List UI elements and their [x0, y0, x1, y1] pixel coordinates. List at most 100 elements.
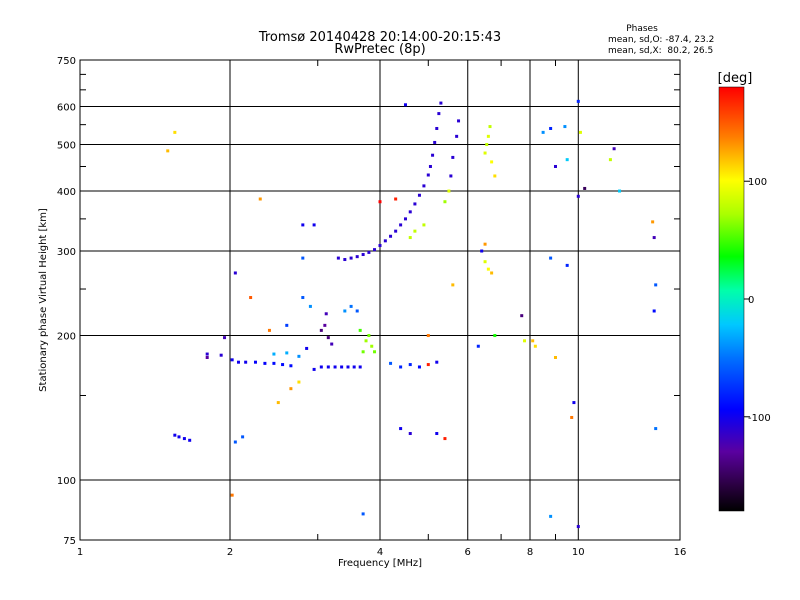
data-point [457, 119, 461, 123]
data-point [451, 283, 455, 287]
data-point [330, 342, 334, 346]
data-point [422, 223, 426, 227]
data-point [361, 512, 365, 516]
data-point [403, 103, 407, 107]
data-point [439, 101, 443, 105]
data-point [565, 158, 569, 162]
data-point [276, 401, 280, 405]
colorbar: [deg] 100 0 -100 [718, 71, 771, 512]
data-point [570, 415, 574, 419]
colorbar-gradient [718, 86, 745, 512]
data-point [553, 164, 557, 168]
data-point [373, 350, 377, 354]
data-point [333, 365, 337, 369]
data-point [267, 328, 271, 332]
data-point [435, 126, 439, 130]
data-point [408, 210, 412, 214]
colorbar-ticks: 100 0 -100 [744, 177, 771, 424]
data-point [408, 363, 412, 367]
colorbar-tick-label: 100 [748, 177, 767, 188]
y-tick-label: 75 [63, 536, 76, 547]
y-tick-label: 500 [57, 141, 76, 152]
data-point [431, 153, 435, 157]
data-point [370, 344, 374, 348]
data-point [576, 194, 580, 198]
phases-mean-x: mean, sd,X: 80.2, 26.5 [608, 46, 713, 56]
x-tick-label: 6 [465, 547, 471, 558]
plot-area: 1 2 4 6 8 10 16 75 100 200 300 400 500 600 750 [57, 56, 686, 558]
data-point [394, 197, 398, 201]
data-point [451, 155, 455, 159]
data-point [549, 514, 553, 518]
data-point [612, 147, 616, 151]
x-tick-label: 2 [227, 547, 233, 558]
data-point [205, 355, 209, 359]
data-point [361, 253, 365, 257]
data-point [654, 283, 658, 287]
data-point [488, 125, 492, 129]
data-point [297, 354, 301, 358]
data-point [565, 263, 569, 267]
data-point [483, 242, 487, 246]
data-point [403, 217, 407, 221]
data-point [426, 173, 430, 177]
data-point [493, 174, 497, 178]
data-point [651, 220, 655, 224]
data-point [253, 360, 257, 364]
data-point [236, 360, 240, 364]
data-point [343, 258, 347, 262]
y-tick-label: 600 [57, 103, 76, 114]
phases-mean-o: mean, sd,O: -87.4, 23.2 [608, 35, 714, 45]
data-point [358, 365, 362, 369]
x-tick-label: 10 [572, 547, 585, 558]
data-point [308, 304, 312, 308]
data-point [230, 358, 234, 362]
data-point [378, 200, 382, 204]
data-point [312, 367, 316, 371]
data-point [389, 361, 393, 365]
data-point [583, 186, 587, 190]
data-point [173, 433, 177, 437]
data-point [364, 339, 368, 343]
data-point [549, 126, 553, 130]
data-point [352, 365, 356, 369]
x-tick-label: 16 [674, 547, 687, 558]
data-point [383, 239, 387, 243]
x-tick-label: 8 [527, 547, 533, 558]
data-point [389, 234, 393, 238]
data-point [480, 249, 484, 253]
data-point [319, 328, 323, 332]
data-point [373, 248, 377, 252]
data-points [166, 99, 658, 529]
data-point [433, 140, 437, 144]
data-point [272, 352, 276, 356]
data-point [285, 351, 289, 355]
data-point [426, 334, 430, 338]
data-point [490, 160, 494, 164]
grid-lines [80, 60, 680, 540]
data-point [443, 200, 447, 204]
data-point [490, 271, 494, 275]
colorbar-tick-label: -100 [748, 413, 771, 424]
data-point [272, 361, 276, 365]
data-point [241, 435, 245, 439]
data-point [355, 255, 359, 259]
data-point [378, 244, 382, 248]
data-point [177, 435, 181, 439]
data-point [408, 236, 412, 240]
data-point [346, 365, 350, 369]
data-point [413, 202, 417, 206]
data-point [301, 223, 305, 227]
chart-title: Tromsø 20140428 20:14:00-20:15:43 [258, 30, 501, 45]
y-tick-label: 400 [57, 187, 76, 198]
data-point [367, 334, 371, 338]
phases-heading: Phases [626, 24, 658, 34]
data-point [324, 312, 328, 316]
data-point [549, 256, 553, 260]
data-point [399, 223, 403, 227]
data-point [618, 189, 622, 193]
data-point [417, 193, 421, 197]
data-point [553, 355, 557, 359]
data-point [435, 360, 439, 364]
colorbar-label: [deg] [718, 71, 753, 86]
